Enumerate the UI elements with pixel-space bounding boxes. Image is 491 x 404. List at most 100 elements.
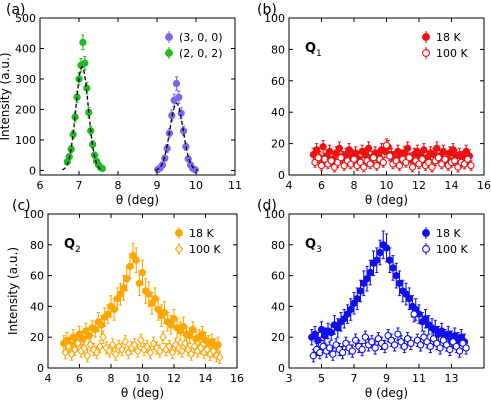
data-point — [361, 333, 370, 341]
plot-area — [61, 34, 199, 174]
series-2 — [311, 138, 475, 173]
data-point — [99, 332, 107, 342]
x-tick-label: 8 — [115, 179, 122, 192]
y-tick-label: 60 — [271, 75, 285, 88]
data-point — [386, 152, 394, 160]
legend-label: (2, 0, 2) — [179, 47, 223, 60]
data-point — [446, 345, 454, 354]
legend-marker — [422, 245, 430, 253]
data-point — [416, 341, 425, 349]
chart-panel-3: (c) 4 6 8 10 12 14 16 0 20 40 60 80 100 θ (deg) Intensi… — [6, 198, 244, 400]
data-point — [61, 348, 70, 358]
panel-label: (c) — [12, 198, 31, 214]
y-tick-label: 0 — [37, 362, 44, 375]
axes-frame — [39, 17, 236, 176]
data-point — [145, 290, 153, 298]
data-point — [366, 268, 374, 277]
legend-label: 100 K — [436, 243, 468, 256]
data-point — [392, 271, 400, 280]
data-point — [175, 93, 183, 101]
y-tick-label: 0 — [278, 362, 285, 375]
legend-label: 100 K — [436, 47, 468, 60]
q-annotation-sub: 3 — [316, 245, 322, 255]
data-point — [215, 352, 224, 362]
y-tick-label: 100 — [264, 208, 285, 221]
data-point — [158, 161, 167, 169]
data-point — [338, 348, 347, 357]
data-point — [156, 346, 164, 356]
data-point — [311, 330, 319, 338]
legend-marker — [174, 244, 184, 254]
x-tick-label: 10 — [136, 372, 150, 385]
data-point — [407, 339, 415, 348]
data-point — [428, 163, 436, 171]
data-point — [369, 154, 378, 162]
legend-label: 18 K — [189, 227, 214, 240]
x-tick-label: 8 — [108, 372, 115, 385]
data-point — [327, 157, 335, 165]
data-point — [167, 321, 175, 329]
y-tick-label: 200 — [15, 103, 36, 116]
q-annotation-sub: 2 — [75, 245, 81, 255]
data-point — [441, 155, 449, 163]
data-point — [159, 332, 167, 342]
data-point — [462, 344, 470, 352]
x-axis-label: θ (deg) — [116, 193, 159, 207]
data-point — [329, 350, 337, 358]
data-point — [356, 287, 365, 295]
data-point — [198, 330, 206, 338]
x-tick-label: 6 — [318, 179, 325, 192]
y-tick-label: 40 — [271, 300, 285, 313]
data-point — [376, 248, 384, 257]
data-point — [364, 144, 373, 152]
data-point — [360, 163, 368, 171]
series-1 — [154, 76, 199, 174]
legend: (3, 0, 0) (2, 0, 2) — [165, 31, 223, 60]
legend-label: 100 K — [189, 243, 221, 256]
x-tick-label: 3 — [286, 372, 293, 385]
data-point — [334, 324, 342, 332]
fit-curve-2 — [61, 66, 103, 171]
data-point — [97, 321, 106, 329]
y-tick-label: 20 — [271, 331, 285, 344]
data-point — [382, 141, 391, 149]
data-point — [165, 341, 174, 351]
data-point — [181, 338, 189, 348]
data-point — [314, 336, 322, 344]
y-axis-label: Intensity (a.u.) — [0, 53, 12, 141]
data-point — [135, 279, 143, 287]
x-tick-label: 9 — [154, 179, 161, 192]
data-point — [81, 59, 89, 67]
y-tick-label: 100 — [15, 134, 36, 147]
data-point — [464, 155, 472, 163]
data-point — [93, 348, 101, 358]
series-2 — [309, 305, 470, 363]
y-tick-label: 40 — [271, 106, 285, 119]
data-point — [64, 341, 73, 351]
x-tick-label: 8 — [351, 179, 358, 192]
legend: 18 K 100 K — [174, 227, 221, 256]
x-tick-label: 9 — [383, 372, 390, 385]
data-point — [132, 256, 140, 264]
data-point — [172, 79, 181, 88]
fit-curve-1 — [155, 102, 198, 171]
data-point — [168, 348, 177, 358]
data-point — [467, 161, 475, 170]
data-point — [79, 38, 87, 47]
data-point — [389, 264, 397, 272]
data-point — [91, 325, 99, 334]
data-point — [350, 155, 358, 163]
x-tick-label: 7 — [351, 372, 358, 385]
legend-marker — [422, 229, 430, 237]
y-tick-label: 60 — [30, 270, 44, 283]
x-tick-label: 14 — [199, 372, 213, 385]
x-tick-label: 10 — [380, 179, 394, 192]
x-tick-label: 4 — [45, 372, 52, 385]
x-tick-label: 16 — [230, 372, 244, 385]
legend-marker — [165, 49, 173, 57]
x-tick-label: 10 — [189, 179, 203, 192]
panel-label: (b) — [257, 2, 277, 18]
data-point — [438, 327, 446, 335]
data-point — [400, 342, 409, 351]
